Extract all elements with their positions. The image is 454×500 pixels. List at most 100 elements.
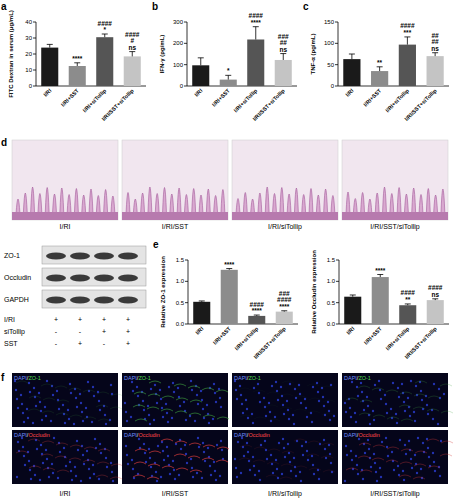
stain bbox=[441, 441, 453, 443]
stain bbox=[440, 454, 452, 456]
nucleus bbox=[378, 380, 380, 382]
blot-strip bbox=[42, 290, 146, 308]
stain bbox=[359, 443, 371, 445]
bar bbox=[124, 56, 141, 86]
stain bbox=[190, 400, 202, 402]
nucleus bbox=[325, 457, 327, 459]
nucleus bbox=[301, 445, 303, 447]
stain bbox=[70, 445, 82, 447]
error-cap bbox=[432, 52, 438, 53]
nucleus bbox=[330, 384, 332, 386]
nucleus bbox=[367, 439, 369, 441]
nucleus bbox=[36, 448, 38, 450]
nucleus bbox=[207, 447, 209, 449]
nucleus bbox=[258, 392, 260, 394]
nucleus bbox=[194, 420, 196, 422]
stain bbox=[217, 417, 229, 419]
stain bbox=[240, 415, 252, 417]
band bbox=[118, 297, 138, 304]
stain-label-part: DAPI bbox=[234, 432, 247, 438]
error-bar bbox=[379, 67, 380, 71]
category-label: I/RI+SST bbox=[362, 87, 383, 108]
stain bbox=[135, 449, 147, 451]
tick-label: 0.5 bbox=[327, 300, 336, 306]
image-label: I/RI/SST/siTollip bbox=[370, 490, 420, 498]
stain bbox=[111, 464, 123, 466]
error-bar bbox=[104, 34, 105, 37]
stain bbox=[188, 456, 200, 458]
nucleus bbox=[328, 444, 330, 446]
nucleus bbox=[127, 463, 129, 465]
nucleus bbox=[172, 382, 174, 384]
nucleus bbox=[307, 459, 309, 461]
nucleus bbox=[162, 450, 164, 452]
nucleus bbox=[21, 403, 23, 405]
nucleus bbox=[306, 416, 308, 418]
stain bbox=[295, 466, 307, 468]
error-cap bbox=[254, 315, 260, 316]
nucleus bbox=[197, 403, 199, 405]
nucleus bbox=[202, 408, 204, 410]
villus bbox=[23, 193, 27, 214]
tick bbox=[336, 324, 339, 325]
nucleus bbox=[305, 441, 307, 443]
stain bbox=[69, 388, 81, 390]
stain-label-part: DAPI bbox=[14, 375, 27, 381]
stain bbox=[414, 464, 426, 466]
stain bbox=[149, 451, 161, 453]
nucleus bbox=[68, 418, 70, 420]
nucleus bbox=[30, 478, 32, 480]
nucleus bbox=[410, 380, 412, 382]
stain-label-part: ZO-1 bbox=[138, 375, 151, 381]
nucleus bbox=[242, 412, 244, 414]
nucleus bbox=[392, 382, 394, 384]
villus bbox=[441, 189, 445, 214]
nucleus bbox=[28, 382, 30, 384]
nucleus bbox=[330, 462, 332, 464]
nucleus bbox=[312, 386, 314, 388]
nucleus bbox=[313, 473, 315, 475]
error-cap bbox=[129, 51, 135, 52]
stain-label: DAPI/Occludin bbox=[124, 432, 160, 438]
nucleus bbox=[185, 419, 187, 421]
nucleus bbox=[319, 443, 321, 445]
nucleus bbox=[403, 401, 405, 403]
nucleus bbox=[110, 462, 112, 464]
nucleus bbox=[89, 477, 91, 479]
stain bbox=[69, 458, 81, 460]
significance: **** bbox=[72, 55, 83, 62]
significance: * bbox=[227, 67, 230, 74]
stain bbox=[148, 394, 160, 396]
tick bbox=[336, 281, 339, 282]
stain bbox=[268, 449, 280, 451]
villus bbox=[390, 194, 394, 215]
nucleus bbox=[23, 421, 25, 423]
stain bbox=[359, 413, 371, 415]
tick bbox=[335, 86, 338, 87]
stain bbox=[29, 466, 41, 468]
nucleus bbox=[45, 415, 47, 417]
significance: **** bbox=[251, 19, 262, 26]
condition-value: + bbox=[126, 328, 130, 335]
stain bbox=[360, 400, 372, 402]
villus bbox=[89, 189, 93, 214]
nucleus bbox=[167, 455, 169, 457]
image-bg bbox=[232, 430, 338, 484]
stain bbox=[96, 475, 108, 477]
stain bbox=[42, 411, 54, 413]
villus bbox=[111, 196, 115, 214]
nucleus bbox=[17, 407, 19, 409]
nucleus bbox=[99, 443, 101, 445]
stain bbox=[266, 405, 278, 407]
nucleus bbox=[368, 448, 370, 450]
nucleus bbox=[251, 413, 253, 415]
image-label: I/RI/siTollip bbox=[268, 490, 302, 498]
stain-label-part: ZO-1 bbox=[248, 375, 261, 381]
nucleus bbox=[293, 423, 295, 425]
tick-label: 0 bbox=[180, 83, 184, 89]
histology-image bbox=[342, 140, 448, 220]
stain bbox=[97, 462, 109, 464]
nucleus bbox=[156, 480, 158, 482]
nucleus bbox=[277, 477, 279, 479]
image-bg bbox=[122, 373, 228, 427]
